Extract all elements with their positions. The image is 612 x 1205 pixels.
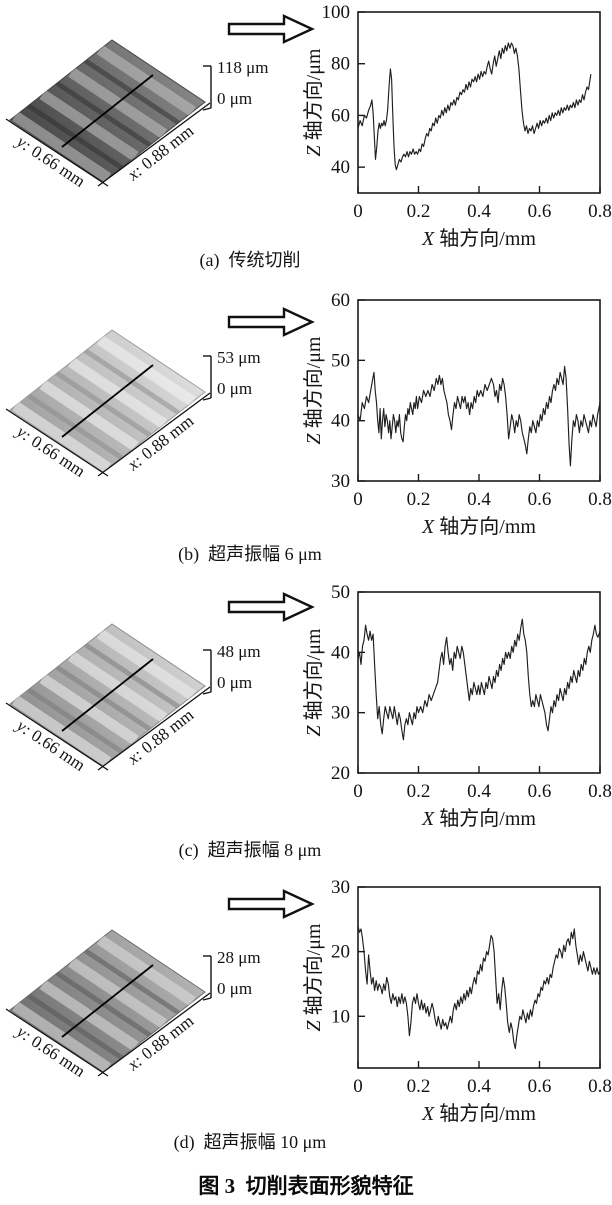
svg-text:0.6: 0.6 <box>528 781 552 802</box>
svg-text:X 轴方向/mm: X 轴方向/mm <box>421 227 536 250</box>
svg-text:118 μm: 118 μm <box>217 58 268 77</box>
svg-text:48 μm: 48 μm <box>217 642 261 661</box>
svg-text:0.8: 0.8 <box>588 781 612 802</box>
surface-3d-image-d: 28 μm0 μmy: 0.66 mm x: 0.88 mm <box>5 929 261 1081</box>
surface-3d-image-c: 48 μm0 μmy: 0.66 mm x: 0.88 mm <box>5 623 261 775</box>
svg-text:50: 50 <box>331 350 350 371</box>
svg-text:0.6: 0.6 <box>528 201 552 222</box>
svg-text:30: 30 <box>331 471 350 492</box>
svg-text:60: 60 <box>331 105 350 126</box>
svg-text:0.4: 0.4 <box>467 1076 491 1097</box>
svg-text:20: 20 <box>331 763 350 784</box>
svg-text:28 μm: 28 μm <box>217 948 261 967</box>
svg-text:0: 0 <box>353 1076 363 1097</box>
svg-text:Z 轴方向/μm: Z 轴方向/μm <box>302 48 325 156</box>
svg-text:60: 60 <box>331 290 350 311</box>
svg-text:40: 40 <box>331 411 350 432</box>
svg-text:0.4: 0.4 <box>467 201 491 222</box>
svg-text:0 μm: 0 μm <box>217 979 252 998</box>
svg-text:10: 10 <box>331 1006 350 1027</box>
svg-text:0.8: 0.8 <box>588 1076 612 1097</box>
svg-text:20: 20 <box>331 942 350 963</box>
arrow-right-icon <box>227 14 315 44</box>
surface-3d-image-b: 53 μm0 μmy: 0.66 mm x: 0.88 mm <box>5 329 261 481</box>
svg-text:0 μm: 0 μm <box>217 89 252 108</box>
profile-chart-c: 20 30 40 50 0 0.2 0.4 0.6 0.8 X 轴方向/mm Z 轴方向/μm <box>302 582 612 830</box>
svg-text:30: 30 <box>331 877 350 898</box>
svg-text:0.8: 0.8 <box>588 201 612 222</box>
svg-text:53 μm: 53 μm <box>217 348 261 367</box>
svg-text:0 μm: 0 μm <box>217 673 252 692</box>
profile-chart-d: 10 20 30 0 0.2 0.4 0.6 0.8 X 轴方向/mm Z 轴方向/μm <box>302 877 612 1125</box>
svg-text:0: 0 <box>353 489 363 510</box>
svg-text:30: 30 <box>331 703 350 724</box>
svg-text:0.6: 0.6 <box>528 489 552 510</box>
svg-text:0.2: 0.2 <box>407 781 431 802</box>
svg-text:40: 40 <box>331 157 350 178</box>
svg-text:Z 轴方向/μm: Z 轴方向/μm <box>302 628 325 736</box>
figure-title: 图 3 切削表面形貌特征 <box>198 1174 414 1198</box>
svg-text:X 轴方向/mm: X 轴方向/mm <box>421 1102 536 1125</box>
svg-text:80: 80 <box>331 54 350 75</box>
panel-caption-a: (a) 传统切削 <box>199 250 301 270</box>
svg-text:0: 0 <box>353 781 363 802</box>
panel-caption-b: (b) 超声振幅 6 μm <box>178 544 322 564</box>
svg-text:X 轴方向/mm: X 轴方向/mm <box>421 807 536 830</box>
arrow-right-icon <box>227 307 315 337</box>
profile-chart-b: 30 40 50 60 0 0.2 0.4 0.6 0.8 X 轴方向/mm Z 轴方向/μm <box>302 290 612 538</box>
svg-text:0.2: 0.2 <box>407 489 431 510</box>
svg-text:100: 100 <box>322 2 351 23</box>
profile-chart-a: 40 60 80 100 0 0.2 0.4 0.6 0.8 X 轴方向/mm Z 轴方向/μm <box>302 2 612 250</box>
svg-text:50: 50 <box>331 582 350 603</box>
panel-caption-d: (d) 超声振幅 10 μm <box>173 1132 327 1152</box>
surface-3d-image-a: 118 μm0 μmy: 0.66 mm x: 0.88 mm <box>5 39 268 191</box>
svg-text:Z 轴方向/μm: Z 轴方向/μm <box>302 336 325 444</box>
svg-text:0.4: 0.4 <box>467 781 491 802</box>
svg-text:Z 轴方向/μm: Z 轴方向/μm <box>302 923 325 1031</box>
svg-text:0.2: 0.2 <box>407 1076 431 1097</box>
svg-text:0.6: 0.6 <box>528 1076 552 1097</box>
svg-text:0.8: 0.8 <box>588 489 612 510</box>
svg-text:40: 40 <box>331 642 350 663</box>
svg-text:0.4: 0.4 <box>467 489 491 510</box>
arrow-right-icon <box>227 889 315 919</box>
svg-text:0: 0 <box>353 201 363 222</box>
svg-text:X 轴方向/mm: X 轴方向/mm <box>421 515 536 538</box>
panel-caption-c: (c) 超声振幅 8 μm <box>178 840 322 860</box>
arrow-right-icon <box>227 592 315 622</box>
svg-text:0 μm: 0 μm <box>217 379 252 398</box>
svg-text:0.2: 0.2 <box>407 201 431 222</box>
